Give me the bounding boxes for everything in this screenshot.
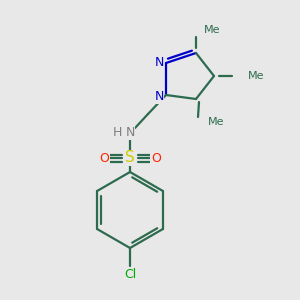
Text: O: O	[151, 152, 161, 164]
Text: N: N	[125, 127, 135, 140]
Text: Cl: Cl	[124, 268, 136, 281]
Text: N: N	[154, 91, 164, 103]
Text: Me: Me	[204, 25, 220, 35]
Text: Me: Me	[248, 71, 265, 81]
Text: O: O	[99, 152, 109, 164]
Text: S: S	[125, 151, 135, 166]
Text: N: N	[154, 56, 164, 68]
Text: Me: Me	[208, 117, 224, 127]
Text: H: H	[112, 127, 122, 140]
